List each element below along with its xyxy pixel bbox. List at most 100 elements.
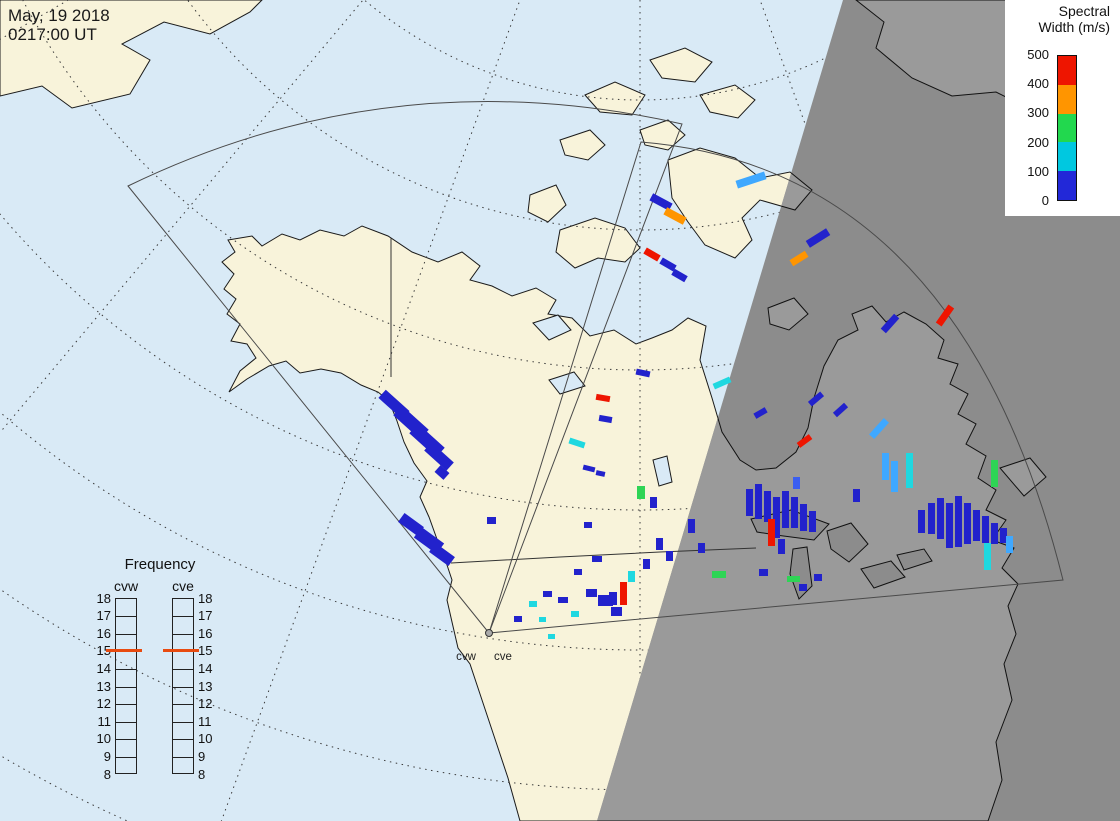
frequency-tick-label: 8 [198,766,206,782]
radar-data-cell [611,607,622,616]
frequency-tick-label: 10 [198,731,213,747]
radar-data-cell [558,597,568,603]
radar-data-cell [628,571,635,582]
colorbar-tick-label: 400 [1027,76,1049,92]
radar-data-cell [937,498,944,539]
radar-data-cell [755,484,762,519]
radar-data-cell [787,576,800,582]
colorbar-segment [1058,142,1076,172]
radar-data-cell [832,402,849,418]
radar-data-cell [796,434,813,448]
radar-data-cell [568,437,586,449]
radar-data-cell [666,551,673,561]
radar-data-cell [928,503,935,534]
frequency-tick-label: 18 [96,590,111,606]
radar-data-cell [773,497,780,538]
frequency-tick-label: 15 [198,643,213,659]
radar-data-cell [539,617,546,622]
frequency-marker [106,649,142,653]
radar-data-cell [592,556,602,562]
frequency-header-cve: cve [172,578,194,594]
frequency-ladder [172,598,194,774]
radar-data-cell [1000,528,1007,543]
frequency-tick-label: 16 [198,625,213,641]
frequency-tick-label: 9 [103,748,111,764]
radar-data-cell [891,461,898,492]
radar-data-cell [807,391,825,407]
radar-data-cell [595,393,611,403]
radar-data-cell [609,592,617,605]
radar-data-cell [759,569,768,576]
radar-site-label-cvw: cvw [456,651,477,663]
radar-data-cell [906,453,913,488]
radar-data-cell [671,268,688,283]
colorbar-gradient [1057,55,1077,201]
radar-data-cell [424,442,454,471]
radar-data-cell [543,591,552,597]
colorbar-tick-label: 100 [1027,163,1049,179]
radar-data-cell [800,504,807,531]
radar-data-cell [880,313,900,334]
radar-data-cell [663,207,687,225]
radar-data-cell [789,250,809,267]
radar-data-cell [809,511,816,532]
colorbar-tick-label: 200 [1027,134,1049,150]
frequency-ladder [115,598,137,774]
radar-data-cell [637,486,645,499]
radar-data-cell [782,491,789,528]
radar-data-cell [429,542,455,567]
radar-data-cell [991,460,998,487]
radar-data-cell [882,453,889,480]
radar-data-cell [659,257,677,272]
radar-data-cell [791,497,798,528]
radar-fov-outline [127,101,1064,634]
colorbar-tick-label: 300 [1027,105,1049,121]
colorbar-segment [1058,56,1076,85]
frequency-tick-label: 11 [97,713,112,729]
radar-data-cell [946,503,953,548]
frequency-tick-label: 10 [96,731,111,747]
frequency-tick-label: 14 [198,660,213,676]
frequency-tick-label: 9 [198,748,206,764]
radar-data-cell [584,522,592,528]
radar-data-cell [793,477,800,489]
radar-data-cell [598,595,613,606]
radar-data-cell [656,538,663,550]
radar-data-cell [764,491,771,522]
radar-data-cell [582,464,596,473]
timestamp: May, 19 2018 0217:00 UT [8,6,110,44]
frequency-tick-label: 18 [198,590,213,606]
radar-data-cell [712,571,726,578]
radar-data-cell [434,465,450,480]
frequency-title: Frequency [124,556,196,573]
timestamp-date: May, 19 2018 [8,6,110,25]
colorbar-segment [1058,113,1076,143]
frequency-tick-label: 17 [96,608,111,624]
radar-data-cell [620,582,627,605]
frequency-tick-label: 12 [198,696,213,712]
radar-data-cell [574,569,582,575]
radar-data-cell [595,470,606,477]
radar-data-cell [753,407,768,419]
radar-site-dot [485,629,493,637]
timestamp-time: 0217:00 UT [8,25,97,45]
spectral-width-legend: Spectral Width (m/s) 500 400 300 200 100 0 [1005,0,1120,216]
radar-data-cell [768,519,775,546]
radar-data-cell [853,489,860,502]
radar-data-cell [698,543,705,553]
radar-data-cell [529,601,537,607]
radar-data-cell [649,193,673,211]
frequency-tick-label: 13 [96,678,111,694]
frequency-tick-label: 13 [198,678,213,694]
radar-data-cell [571,611,579,617]
colorbar-segment [1058,84,1076,114]
frequency-legend: Frequency cvw cve 18 17 16 15 14 13 12 11 10 9 8 18… [95,556,225,801]
radar-data-cell [984,543,991,570]
radar-data-cell [814,574,822,581]
radar-data-cell [598,414,613,424]
radar-data-cell [991,523,998,544]
radar-data-cell [869,417,889,440]
frequency-tick-label: 17 [198,608,213,624]
radar-data-cell [964,503,971,544]
